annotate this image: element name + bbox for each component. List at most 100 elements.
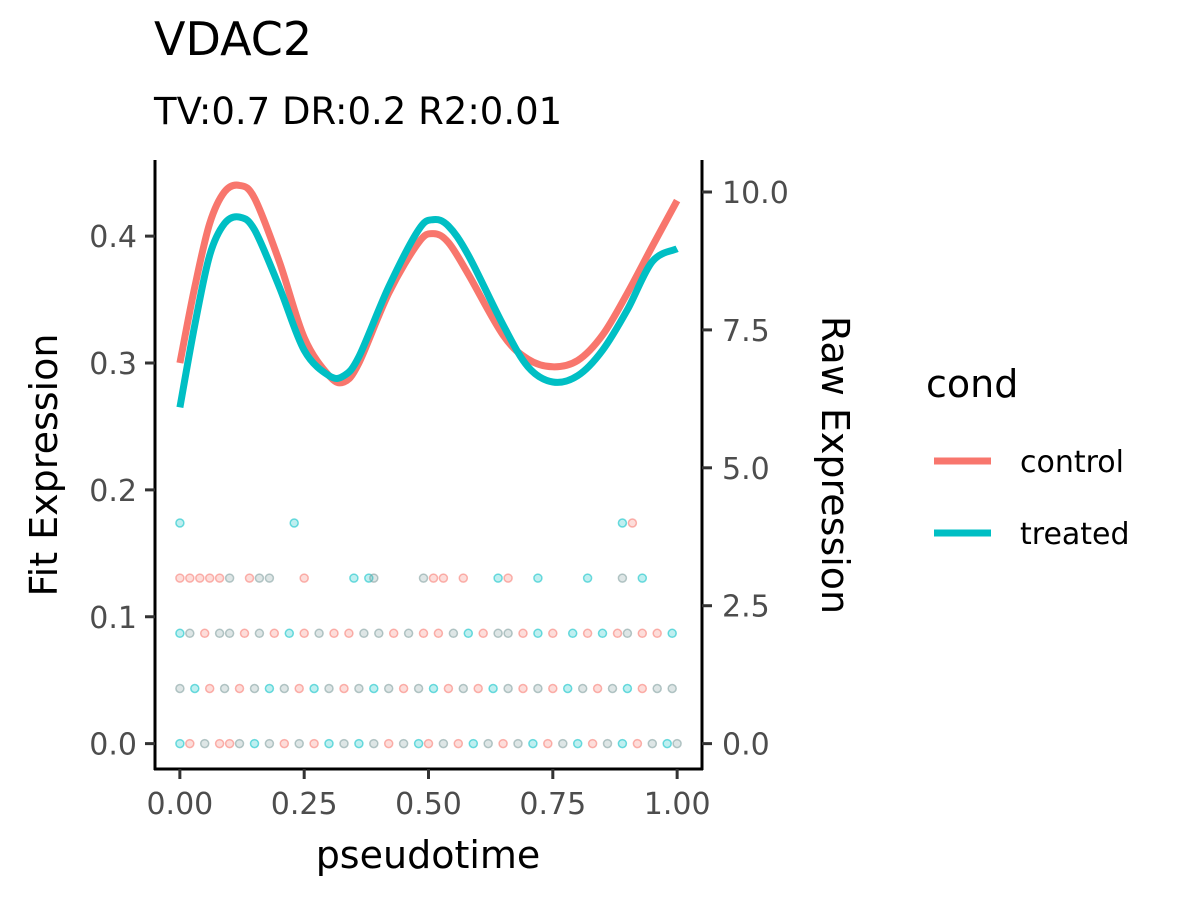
raw-point [359, 628, 369, 639]
raw-point [567, 628, 578, 639]
raw-point [354, 738, 364, 749]
raw-point [324, 738, 334, 749]
raw-point [518, 628, 528, 639]
fit-lines-layer [176, 181, 681, 409]
raw-point [627, 518, 638, 528]
raw-point [339, 683, 349, 694]
raw-point [224, 628, 235, 639]
raw-point [667, 683, 677, 694]
raw-point [324, 683, 334, 694]
raw-point [190, 683, 200, 694]
raw-point [195, 573, 205, 583]
raw-point [458, 573, 469, 583]
raw-point [478, 628, 488, 639]
x-tick-label: 0.25 [271, 787, 338, 822]
raw-point [493, 628, 503, 639]
raw-point [269, 628, 280, 639]
y-tick-label: 0.1 [89, 601, 137, 636]
raw-point [528, 738, 538, 749]
raw-point [214, 738, 225, 749]
raw-point [224, 738, 235, 749]
y2-tick-label: 0.0 [722, 728, 770, 763]
axes-layer: 0.00 0.25 0.50 0.75 1.00 0.0 0.1 0.2 0.3 0.4 0.0 2.… [89, 160, 789, 822]
raw-point [612, 628, 623, 639]
raw-point [413, 738, 424, 749]
raw-point [592, 683, 603, 694]
y-tick-label: 0.0 [89, 728, 137, 763]
raw-point [503, 683, 513, 694]
raw-point [513, 738, 523, 749]
raw-point [503, 573, 513, 583]
raw-point [632, 738, 643, 749]
raw-point [369, 683, 379, 694]
raw-point [582, 573, 593, 583]
y2-axis-label: Raw Expression [813, 316, 857, 614]
raw-point [199, 628, 210, 639]
raw-point [428, 683, 439, 694]
legend-title: cond [926, 362, 1018, 406]
raw-point [672, 738, 682, 749]
raw-point [667, 628, 677, 639]
raw-point [204, 573, 215, 583]
raw-point [463, 628, 474, 639]
raw-point [214, 573, 225, 583]
raw-point [503, 628, 513, 639]
raw-point [652, 628, 662, 639]
raw-point [398, 683, 409, 694]
raw-point [279, 683, 290, 694]
raw-point [249, 738, 260, 749]
raw-point [637, 683, 648, 694]
y-tick-label: 0.2 [89, 474, 137, 509]
chart-title: VDAC2 [154, 12, 313, 66]
raw-point [344, 628, 354, 639]
raw-point [418, 628, 429, 639]
raw-point [473, 683, 483, 694]
x-tick-label: 0.00 [146, 787, 213, 822]
raw-point [562, 683, 573, 694]
raw-point [468, 738, 479, 749]
raw-point [597, 628, 608, 639]
raw-point [443, 683, 454, 694]
raw-point [423, 738, 434, 749]
raw-point [369, 738, 379, 749]
raw-point [264, 683, 275, 694]
raw-point [458, 683, 469, 694]
y2-tick-label: 5.0 [722, 452, 770, 487]
raw-point [244, 573, 255, 583]
raw-point [299, 573, 309, 583]
raw-point [185, 628, 195, 639]
raw-point [622, 683, 633, 694]
y2-tick-label: 2.5 [722, 590, 770, 625]
raw-point [488, 683, 498, 694]
raw-point [339, 738, 349, 749]
raw-point [284, 628, 295, 639]
raw-point [254, 573, 265, 583]
raw-point [548, 683, 558, 694]
raw-point [428, 573, 439, 583]
raw-points-layer [175, 518, 682, 749]
raw-point [548, 628, 558, 639]
raw-point [543, 738, 553, 749]
raw-point [279, 738, 290, 749]
fit-line-treated [176, 213, 679, 409]
raw-point [388, 628, 399, 639]
raw-point [214, 628, 225, 639]
raw-point [448, 628, 459, 639]
raw-point [433, 628, 444, 639]
raw-point [185, 573, 195, 583]
raw-point [175, 683, 185, 694]
raw-point [453, 738, 464, 749]
x-tick-label: 1.00 [644, 787, 711, 822]
raw-point [349, 573, 359, 583]
raw-point [617, 518, 628, 528]
raw-point [582, 628, 593, 639]
raw-point [175, 518, 185, 528]
raw-point [299, 628, 309, 639]
raw-point [294, 683, 304, 694]
raw-point [622, 628, 633, 639]
raw-point [383, 738, 394, 749]
y-tick-label: 0.4 [89, 220, 137, 255]
raw-point [577, 683, 588, 694]
raw-point [398, 738, 409, 749]
